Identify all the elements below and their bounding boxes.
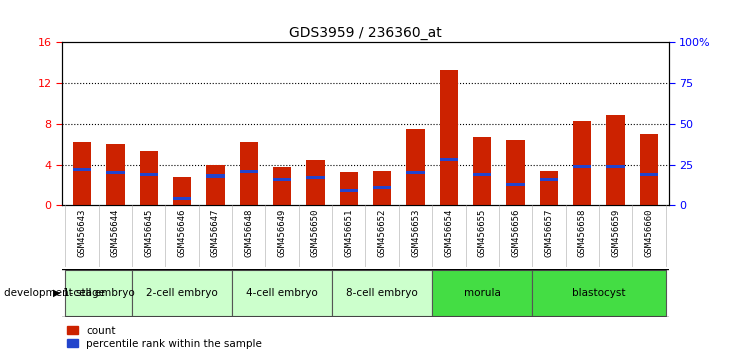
Text: GSM456656: GSM456656 (511, 209, 520, 257)
Text: GSM456654: GSM456654 (444, 209, 453, 257)
Bar (373, 171, 391, 205)
Bar (273, 167, 292, 205)
Bar (106, 144, 125, 205)
Bar (240, 170, 258, 173)
Bar (473, 137, 491, 205)
Bar (306, 160, 325, 205)
Text: GSM456645: GSM456645 (144, 209, 154, 257)
Bar (539, 171, 558, 205)
Bar (132, 270, 232, 316)
Bar (66, 270, 132, 316)
Bar (406, 129, 425, 205)
Bar (573, 165, 591, 168)
Text: GSM456653: GSM456653 (411, 209, 420, 257)
Text: GSM456649: GSM456649 (278, 209, 287, 257)
Bar (507, 183, 525, 186)
Bar (240, 142, 258, 205)
Bar (340, 189, 358, 192)
Bar (273, 178, 292, 181)
Text: 1-cell embryo: 1-cell embryo (63, 288, 135, 298)
Bar (340, 172, 358, 205)
Bar (106, 171, 125, 174)
Bar (539, 178, 558, 181)
Text: GSM456643: GSM456643 (77, 209, 87, 257)
Text: 8-cell embryo: 8-cell embryo (346, 288, 418, 298)
Bar (140, 173, 158, 176)
Bar (432, 270, 532, 316)
Bar (640, 173, 658, 176)
Text: GSM456655: GSM456655 (477, 209, 487, 257)
Text: GSM456651: GSM456651 (344, 209, 353, 257)
Text: GSM456644: GSM456644 (111, 209, 120, 257)
Bar (332, 270, 432, 316)
Text: GSM456660: GSM456660 (644, 209, 654, 257)
Bar (606, 115, 625, 205)
Bar (573, 121, 591, 205)
Text: morula: morula (463, 288, 501, 298)
Text: blastocyst: blastocyst (572, 288, 626, 298)
Bar (140, 152, 158, 205)
Text: development stage: development stage (4, 288, 105, 298)
Bar (507, 140, 525, 205)
Bar (173, 197, 192, 200)
Bar (206, 165, 224, 205)
Bar (306, 176, 325, 179)
Bar (373, 186, 391, 189)
Bar (532, 270, 665, 316)
Text: GSM456659: GSM456659 (611, 209, 620, 257)
Text: GSM456658: GSM456658 (577, 209, 587, 257)
Text: GSM456647: GSM456647 (211, 209, 220, 257)
Text: GSM456652: GSM456652 (378, 209, 387, 257)
Bar (473, 173, 491, 176)
Bar (606, 165, 625, 168)
Text: GSM456650: GSM456650 (311, 209, 320, 257)
Text: GSM456648: GSM456648 (244, 209, 254, 257)
Bar (439, 158, 458, 161)
Bar (232, 270, 332, 316)
Text: 4-cell embryo: 4-cell embryo (246, 288, 318, 298)
Bar (206, 175, 224, 178)
Bar (73, 168, 91, 171)
Title: GDS3959 / 236360_at: GDS3959 / 236360_at (289, 26, 442, 40)
Text: ▶: ▶ (53, 288, 61, 298)
Bar (173, 177, 192, 205)
Legend: count, percentile rank within the sample: count, percentile rank within the sample (67, 326, 262, 349)
Text: GSM456646: GSM456646 (178, 209, 186, 257)
Text: 2-cell embryo: 2-cell embryo (146, 288, 218, 298)
Text: GSM456657: GSM456657 (545, 209, 553, 257)
Bar (406, 171, 425, 174)
Bar (73, 142, 91, 205)
Bar (640, 134, 658, 205)
Bar (439, 70, 458, 205)
